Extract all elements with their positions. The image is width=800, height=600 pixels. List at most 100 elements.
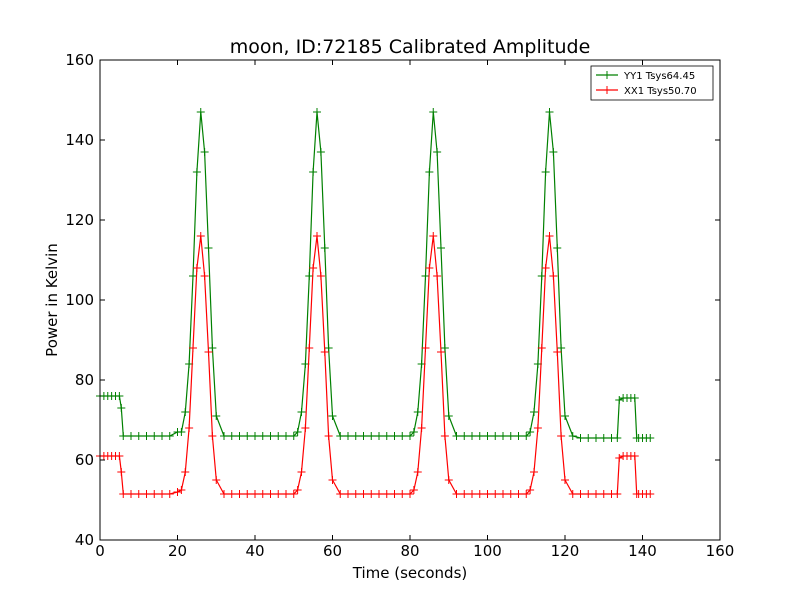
x-tick-label: 100 bbox=[473, 542, 502, 560]
series-0-point bbox=[200, 148, 209, 156]
series-0-point bbox=[181, 408, 190, 416]
series-1-point bbox=[274, 490, 283, 498]
series-0-point bbox=[309, 168, 318, 176]
series-0-point bbox=[266, 432, 275, 440]
series-0-point bbox=[545, 108, 554, 116]
series-1-point bbox=[613, 490, 622, 498]
series-0-point bbox=[196, 108, 205, 116]
series-1-point bbox=[584, 490, 593, 498]
x-tick-label: 140 bbox=[628, 542, 657, 560]
series-0-point bbox=[452, 432, 461, 440]
series-0-point bbox=[367, 432, 376, 440]
series-1-point bbox=[382, 490, 391, 498]
series-0-point bbox=[142, 432, 151, 440]
series-0-point bbox=[293, 428, 302, 436]
series-0-point bbox=[483, 432, 492, 440]
series-0-point bbox=[212, 412, 221, 420]
series-0-point bbox=[398, 432, 407, 440]
series-1-point bbox=[541, 264, 550, 272]
series-1-point bbox=[235, 490, 244, 498]
series-0-point bbox=[561, 412, 569, 420]
y-tick-label: 80 bbox=[75, 371, 94, 389]
series-0-point bbox=[258, 432, 267, 440]
series-0-point bbox=[344, 432, 352, 440]
series-1-point bbox=[483, 490, 492, 498]
series-0-point bbox=[491, 432, 500, 440]
series-1-point bbox=[316, 272, 325, 280]
series-0-point bbox=[336, 432, 345, 440]
series-1-point bbox=[425, 264, 434, 272]
x-tick-label: 120 bbox=[551, 542, 580, 560]
series-1-point bbox=[630, 452, 639, 460]
series-0-point bbox=[282, 432, 290, 440]
series-0-point bbox=[192, 168, 201, 176]
series-1-point bbox=[367, 490, 376, 498]
series-0-point bbox=[460, 432, 469, 440]
series-0-point bbox=[568, 432, 577, 440]
series-0-point bbox=[320, 244, 329, 252]
series-1-point bbox=[437, 348, 445, 356]
y-tick-label: 120 bbox=[65, 211, 94, 229]
legend-box bbox=[590, 65, 714, 101]
series-1-point bbox=[134, 490, 143, 498]
series-1-point bbox=[313, 232, 321, 240]
series-1-point bbox=[227, 490, 236, 498]
series-1-point bbox=[530, 468, 538, 476]
x-axis-label: Time (seconds) bbox=[352, 564, 468, 582]
series-1-point bbox=[196, 232, 205, 240]
series-0-point bbox=[437, 244, 445, 252]
series-0-point bbox=[615, 396, 624, 404]
y-tick-label: 40 bbox=[75, 531, 94, 549]
series-0-point bbox=[553, 244, 562, 252]
series-1-point bbox=[243, 490, 252, 498]
series-1-point bbox=[557, 432, 566, 440]
series-0-point bbox=[425, 168, 434, 176]
series-0-point bbox=[506, 432, 515, 440]
series-0-point bbox=[359, 432, 368, 440]
series-1-point bbox=[433, 272, 442, 280]
series-0-point bbox=[189, 272, 197, 280]
series-1-point bbox=[309, 264, 318, 272]
series-1-point bbox=[220, 490, 228, 498]
series-1-point bbox=[375, 490, 383, 498]
series-0-point bbox=[613, 434, 622, 442]
series-0-point bbox=[177, 428, 186, 436]
series-1-point bbox=[553, 348, 562, 356]
series-0-point bbox=[630, 394, 639, 402]
series-1-point bbox=[460, 490, 469, 498]
series-0-point bbox=[382, 432, 391, 440]
series-1-point bbox=[568, 490, 577, 498]
series-1-point bbox=[282, 490, 290, 498]
series-0-point bbox=[324, 344, 333, 352]
series-1-point bbox=[142, 490, 151, 498]
series-1-point bbox=[599, 490, 608, 498]
series-0-point bbox=[208, 344, 217, 352]
series-1-point bbox=[351, 490, 360, 498]
series-0-point bbox=[440, 344, 449, 352]
series-1-point bbox=[506, 490, 515, 498]
series-0-point bbox=[115, 392, 124, 400]
series-1-point bbox=[522, 490, 531, 498]
series-1-point bbox=[549, 272, 558, 280]
series-1-point bbox=[266, 490, 275, 498]
series-1-point bbox=[533, 424, 542, 432]
series-0-point bbox=[165, 432, 174, 440]
series-1-point bbox=[289, 490, 298, 498]
series-1-point bbox=[646, 490, 655, 498]
series-0-point bbox=[468, 432, 476, 440]
legend-label: YY1 Tsys64.45 bbox=[623, 71, 695, 82]
series-0-point bbox=[297, 408, 306, 416]
series-1-point bbox=[119, 490, 128, 498]
y-tick-label: 60 bbox=[75, 451, 94, 469]
series-0-point bbox=[289, 432, 298, 440]
series-0-point bbox=[514, 432, 523, 440]
series-0-point bbox=[134, 432, 143, 440]
series-1-point bbox=[576, 490, 585, 498]
series-0-point bbox=[328, 412, 337, 420]
x-tick-label: 160 bbox=[706, 542, 735, 560]
series-0-point bbox=[530, 408, 538, 416]
series-1-point bbox=[390, 490, 399, 498]
series-0-point bbox=[375, 432, 383, 440]
series-1-point bbox=[499, 490, 507, 498]
series-0-point bbox=[351, 432, 360, 440]
